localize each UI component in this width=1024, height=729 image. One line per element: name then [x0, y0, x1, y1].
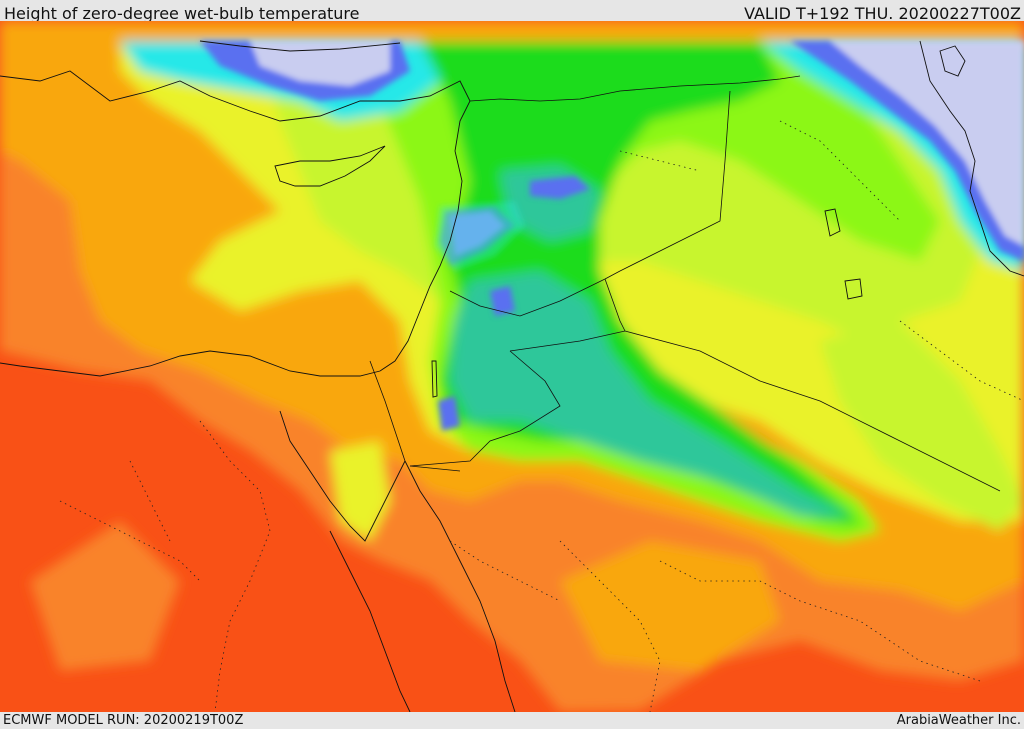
border-turkey-syria — [469, 75, 801, 102]
field-teal — [450, 271, 850, 516]
field-yellow-sinai — [330, 441, 390, 541]
field-blue-jordan-hills — [490, 286, 515, 316]
coastline-caspian — [919, 40, 1024, 277]
coastlines — [0, 40, 1024, 712]
borders — [369, 75, 1001, 492]
border-saudi-jordan — [509, 330, 1001, 492]
credit-text: ArabiaWeather Inc. — [896, 713, 1021, 728]
lake-urmia — [939, 45, 966, 77]
dead-sea — [431, 360, 438, 398]
field-blue-syria — [530, 176, 590, 199]
footer-bar: ECMWF MODEL RUN: 20200219T00Z ArabiaWeat… — [0, 712, 1024, 729]
field-lavender-ne — [830, 41, 1024, 246]
border-syria-iraq — [604, 90, 731, 280]
valid-time: VALID T+192 THU. 20200227T00Z — [744, 4, 1021, 23]
lake-habbaniyah — [844, 278, 863, 300]
coastline-gulf-of-suez — [279, 410, 406, 542]
field-yellow-green-east — [820, 321, 1024, 531]
border-jordan-iraq — [604, 278, 626, 332]
coastline-anatolia — [0, 70, 471, 152]
field-dark-orange-south — [30, 521, 180, 671]
border-egypt-israel — [369, 360, 406, 462]
coastline-red-sea-west — [329, 530, 411, 712]
field-blue-southern-hills — [438, 396, 460, 431]
border-jordan-syria — [449, 278, 606, 317]
border-egypt-sudan — [409, 465, 461, 472]
weather-map[interactable] — [0, 21, 1024, 712]
model-run: ECMWF MODEL RUN: 20200219T00Z — [3, 713, 244, 728]
coastline-black-sea — [199, 40, 401, 52]
province-boundaries — [59, 120, 1024, 712]
map-title: Height of zero-degree wet-bulb temperatu… — [4, 4, 360, 23]
field-cyan-lebanon — [435, 201, 525, 271]
field-orange-east-patch — [560, 541, 780, 671]
map-canvas — [0, 21, 1024, 712]
field-lavender-north — [250, 41, 390, 86]
coastline-red-sea-east — [404, 460, 516, 712]
lake-tharthar — [824, 208, 841, 237]
header-bar: Height of zero-degree wet-bulb temperatu… — [0, 0, 1024, 23]
border-saudi-jordan-south — [409, 350, 561, 467]
coastline-cyprus — [274, 145, 386, 187]
coastline-levant — [0, 150, 463, 377]
